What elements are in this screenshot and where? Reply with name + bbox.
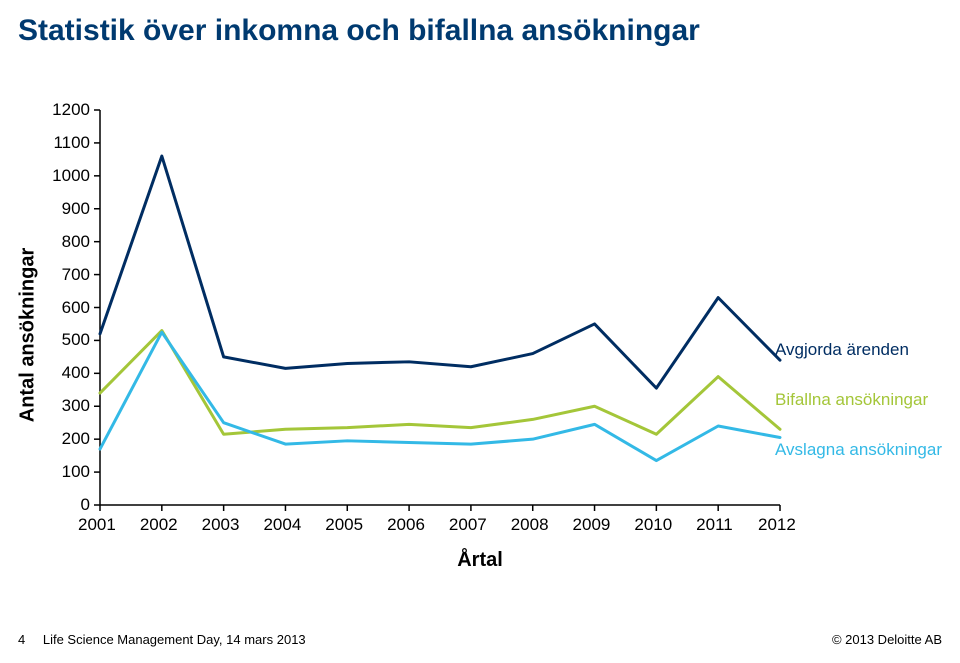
x-tick-label: 2006 [387, 515, 425, 535]
y-tick-label: 500 [62, 330, 90, 350]
y-axis-label: Antal ansökningar [17, 248, 40, 422]
footer: 4 Life Science Management Day, 14 mars 2… [18, 632, 942, 647]
x-tick-label: 2008 [511, 515, 549, 535]
footer-event: Life Science Management Day, 14 mars 201… [43, 632, 306, 647]
y-tick-label: 300 [62, 396, 90, 416]
x-tick-label: 2001 [78, 515, 116, 535]
x-tick-label: 2009 [573, 515, 611, 535]
legend-item: Avgjorda ärenden [775, 340, 942, 360]
footer-left: 4 Life Science Management Day, 14 mars 2… [18, 632, 306, 647]
x-tick-label: 2007 [449, 515, 487, 535]
page-title: Statistik över inkomna och bifallna ansö… [18, 14, 700, 48]
footer-copyright: © 2013 Deloitte AB [832, 632, 942, 647]
y-tick-label: 1000 [52, 166, 90, 186]
y-tick-label: 600 [62, 298, 90, 318]
y-tick-label: 900 [62, 199, 90, 219]
y-tick-label: 700 [62, 265, 90, 285]
y-tick-label: 200 [62, 429, 90, 449]
legend-item: Bifallna ansökningar [775, 390, 942, 410]
y-tick-label: 400 [62, 363, 90, 383]
x-tick-label: 2003 [202, 515, 240, 535]
x-tick-label: 2012 [758, 515, 796, 535]
chart-legend: Avgjorda ärenden Bifallna ansökningar Av… [775, 310, 942, 490]
legend-item: Avslagna ansökningar [775, 440, 942, 460]
y-tick-label: 1200 [52, 100, 90, 120]
y-tick-label: 0 [81, 495, 90, 515]
line-chart: Antal ansökningar Årtal Avgjorda ärenden… [0, 100, 960, 570]
x-tick-label: 2002 [140, 515, 178, 535]
page-number: 4 [18, 632, 25, 647]
y-tick-label: 100 [62, 462, 90, 482]
x-axis-label: Årtal [457, 549, 503, 572]
x-tick-label: 2011 [696, 515, 733, 535]
x-tick-label: 2004 [263, 515, 301, 535]
x-tick-label: 2010 [634, 515, 672, 535]
y-tick-label: 1100 [53, 133, 90, 153]
x-tick-label: 2005 [325, 515, 363, 535]
y-tick-label: 800 [62, 232, 90, 252]
